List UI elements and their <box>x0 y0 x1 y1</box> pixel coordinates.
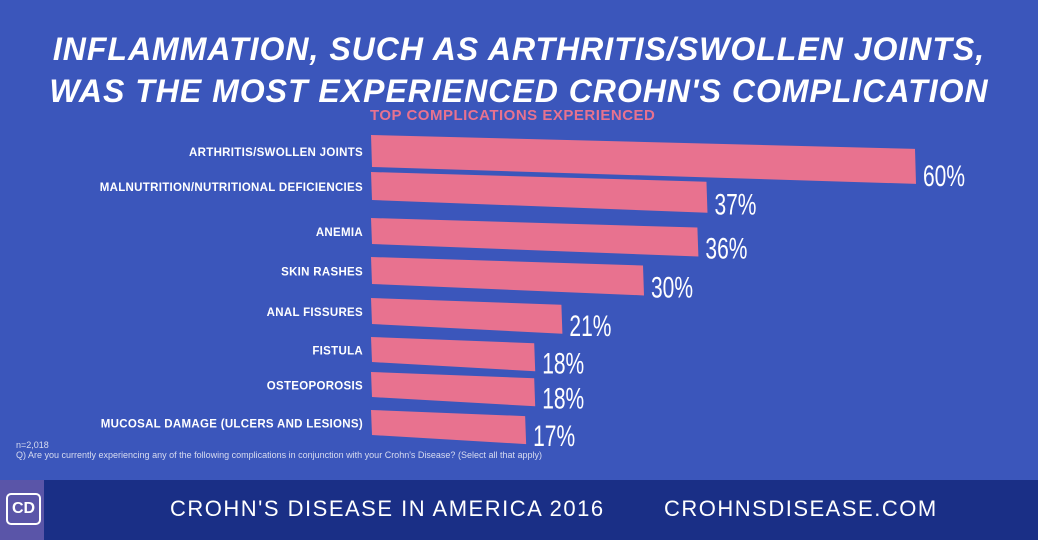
bar <box>371 218 699 257</box>
value-label: 17% <box>533 420 575 453</box>
value-label: 18% <box>542 347 584 380</box>
category-label: MUCOSAL DAMAGE (ULCERS AND LESIONS) <box>101 419 363 431</box>
bar <box>371 298 563 334</box>
bar-chart: ARTHRITIS/SWOLLEN JOINTS 60% MALNUTRITION/… <box>100 135 965 453</box>
footer-title: CROHN'S DISEASE IN AMERICA 2016 <box>170 496 605 521</box>
category-label: ARTHRITIS/SWOLLEN JOINTS <box>189 147 363 159</box>
value-label: 36% <box>705 233 747 266</box>
footer: CD CROHN'S DISEASE IN AMERICA 2016 CROHN… <box>0 480 1038 540</box>
category-label: FISTULA <box>312 346 363 358</box>
value-label: 21% <box>569 310 611 343</box>
bar <box>371 337 536 372</box>
category-label: MALNUTRITION/NUTRITIONAL DEFICIENCIES <box>100 182 363 194</box>
value-label: 30% <box>651 271 693 304</box>
bar <box>371 372 536 407</box>
bar <box>371 410 527 445</box>
category-label: ANEMIA <box>316 227 363 239</box>
category-label: SKIN RASHES <box>281 267 363 279</box>
chart-title: INFLAMMATION, SUCH AS ARTHRITIS/SWOLLEN … <box>0 28 1038 112</box>
logo-icon: CD <box>6 493 41 525</box>
category-label: ANAL FISSURES <box>267 307 363 319</box>
logo: CD <box>0 480 44 540</box>
chart-subtitle: TOP COMPLICATIONS EXPERIENCED <box>370 107 656 124</box>
sample-size: n=2,018 <box>16 440 49 450</box>
value-label: 60% <box>923 160 965 193</box>
value-label: 37% <box>714 189 756 222</box>
bar <box>371 135 916 184</box>
title-line-2: WAS THE MOST EXPERIENCED CROHN'S COMPLIC… <box>49 73 989 109</box>
value-label: 18% <box>542 382 584 415</box>
category-label: OSTEOPOROSIS <box>267 381 363 393</box>
bar <box>371 172 708 213</box>
survey-question: Q) Are you currently experiencing any of… <box>16 450 542 460</box>
title-line-1: INFLAMMATION, SUCH AS ARTHRITIS/SWOLLEN … <box>52 31 986 67</box>
bar <box>371 257 644 296</box>
footer-site-link[interactable]: CROHNSDISEASE.COM <box>664 496 938 521</box>
